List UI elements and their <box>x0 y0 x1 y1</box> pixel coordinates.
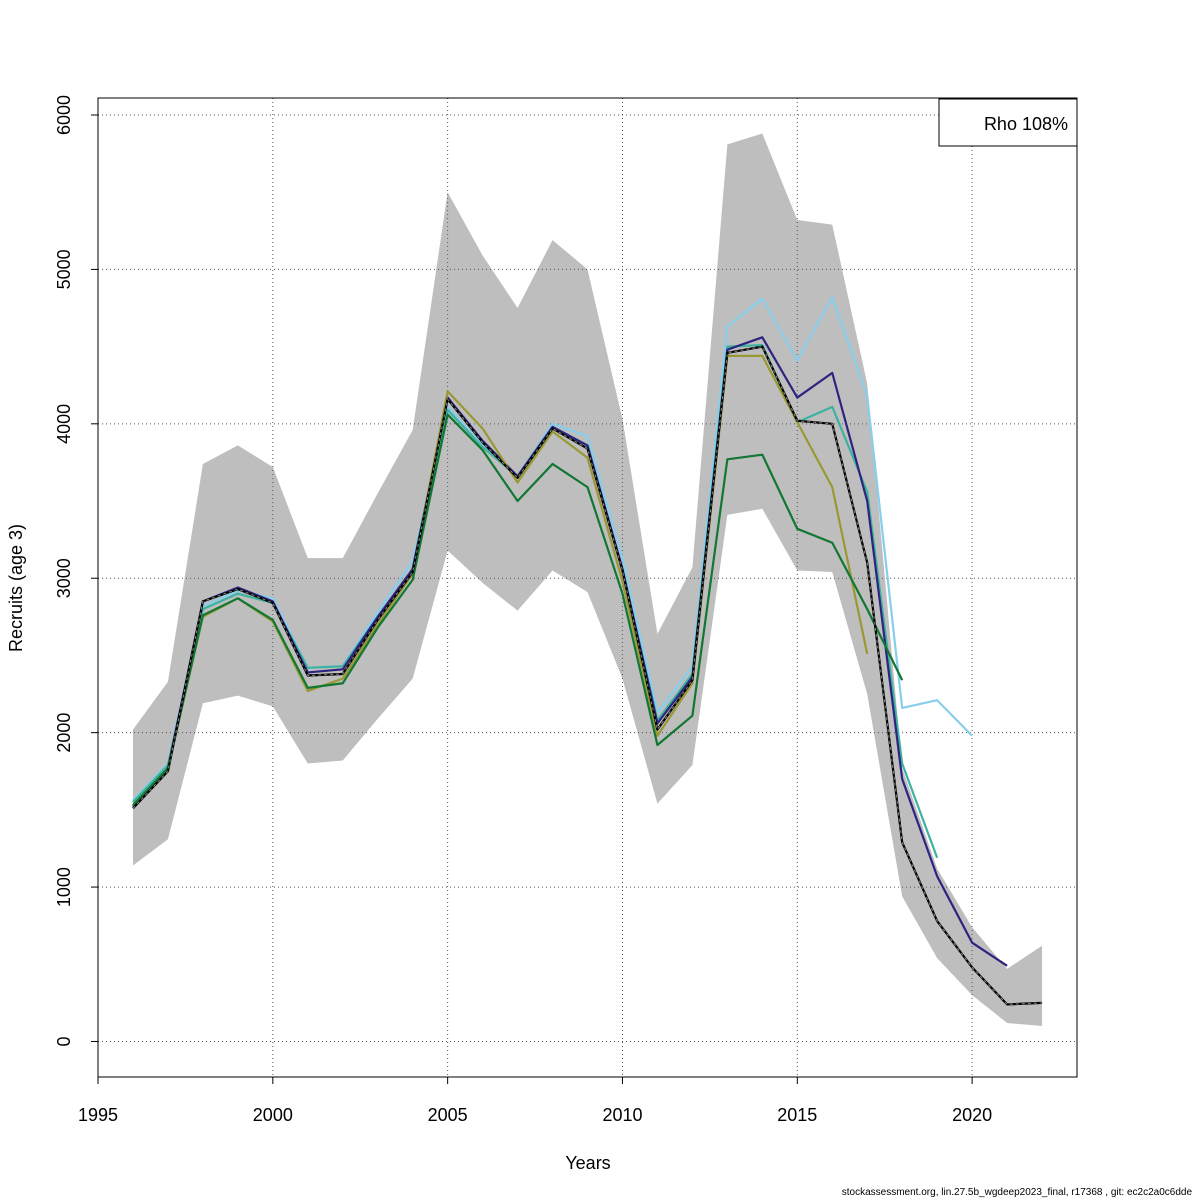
x-tick-label: 1995 <box>78 1105 118 1125</box>
legend-box <box>938 98 1078 147</box>
y-tick-label: 3000 <box>54 558 74 598</box>
footer-text: stockassessment.org, lin.27.5b_wgdeep202… <box>841 1187 1192 1198</box>
legend: Rho 108% <box>938 98 1078 147</box>
y-axis: 0 1000 2000 3000 4000 5000 6000 <box>54 95 99 1046</box>
series-line-6-dash <box>132 346 1043 1005</box>
y-tick-label: 0 <box>54 1036 74 1046</box>
y-tick-label: 4000 <box>54 404 74 444</box>
legend-text: Rho 108% <box>984 114 1068 134</box>
y-tick-label: 1000 <box>54 867 74 907</box>
series-line-5 <box>132 413 904 806</box>
x-tick-label: 2020 <box>952 1105 992 1125</box>
series-line-1 <box>132 296 973 802</box>
series-lines <box>132 296 1043 1006</box>
x-tick-label: 2005 <box>428 1105 468 1125</box>
confidence-band-area <box>132 133 1043 1027</box>
x-tick-label: 2010 <box>602 1105 642 1125</box>
confidence-band <box>132 133 1043 1027</box>
y-tick-label: 2000 <box>54 713 74 753</box>
y-tick-label: 5000 <box>54 249 74 289</box>
x-tick-label: 2015 <box>777 1105 817 1125</box>
x-axis: 1995 2000 2005 2010 2015 2020 <box>78 1076 992 1125</box>
y-axis-label: Recruits (age 3) <box>6 524 26 652</box>
x-tick-label: 2000 <box>253 1105 293 1125</box>
x-axis-label: Years <box>565 1153 610 1173</box>
y-tick-label: 6000 <box>54 95 74 135</box>
